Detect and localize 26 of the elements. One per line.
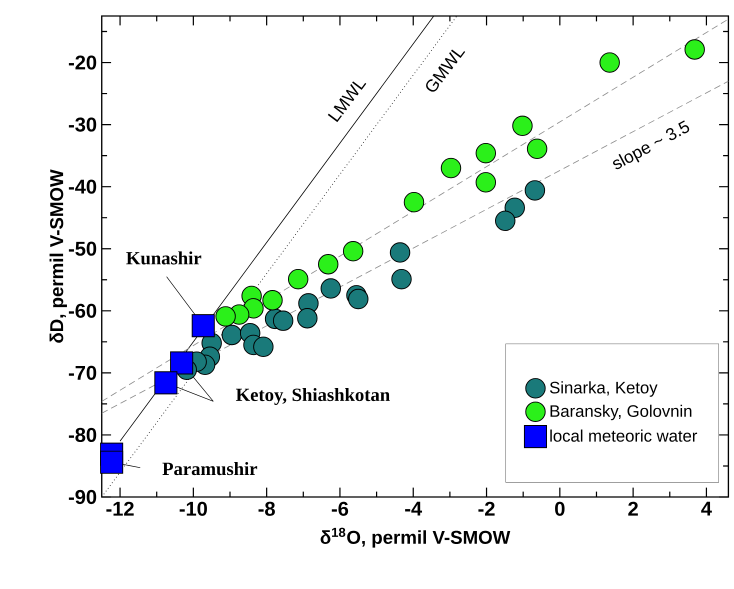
y-axis-title: δD, permil V-SMOW <box>50 169 67 343</box>
x-tick-label: 0 <box>555 502 565 516</box>
legend-label: Baransky, Golovnin <box>550 404 692 420</box>
y-tick-label: -70 <box>68 366 96 380</box>
y-tick-label: -80 <box>68 428 96 442</box>
x-tick-label: -4 <box>405 502 422 516</box>
x-tick-label: -6 <box>332 502 348 516</box>
x-axis-title: δ$^{18}$O, permil V-SMOW <box>320 528 510 548</box>
legend-label: Sinarka, Ketoy <box>550 381 658 397</box>
legend-label: local meteoric water <box>550 430 698 442</box>
x-tick-label: -8 <box>258 502 275 516</box>
y-tick-label: -60 <box>68 304 96 318</box>
x-tick-label: 4 <box>701 502 712 516</box>
annotation: Kunashir <box>126 251 202 265</box>
y-tick-label: -30 <box>68 118 96 132</box>
y-tick-label: -90 <box>68 490 96 504</box>
y-tick-label: -40 <box>68 180 96 194</box>
x-tick-label: 2 <box>628 502 638 516</box>
y-tick-label: -20 <box>68 55 96 70</box>
annotation: slope ~ 3.5 <box>613 120 690 170</box>
x-tick-label: -10 <box>180 502 207 516</box>
x-tick-label: -2 <box>478 502 495 516</box>
annotation: Paramushir <box>162 462 258 476</box>
x-tick-label: -12 <box>106 502 134 516</box>
annotation: Ketoy, Shiashkotan <box>236 388 390 405</box>
y-tick-label: -50 <box>68 242 96 256</box>
